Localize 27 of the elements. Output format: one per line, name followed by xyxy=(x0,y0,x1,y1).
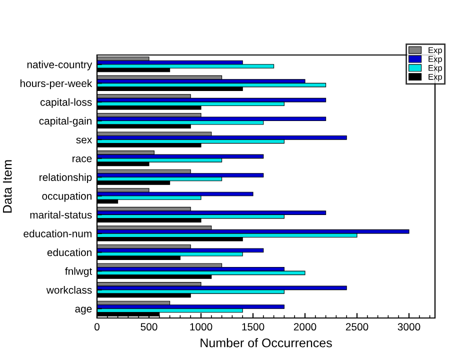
y-tick-label: education-num xyxy=(24,230,92,238)
x-tick-label: 3000 xyxy=(398,323,420,331)
y-tick-label: native-country xyxy=(27,60,92,70)
x-tick-label: 2000 xyxy=(294,323,316,331)
y-tick-label: hours-per-week xyxy=(20,79,92,90)
y-tick-label: occupation xyxy=(42,192,92,202)
x-tick-label: 1000 xyxy=(190,323,212,331)
y-tick-label: capital-loss xyxy=(40,98,92,108)
x-tick-label: 500 xyxy=(140,323,158,331)
x-tick-label: 1500 xyxy=(242,323,264,331)
legend-label: Exp xyxy=(428,56,442,64)
y-tick-label: education xyxy=(47,248,92,256)
y-tick-label: relationship xyxy=(40,173,92,184)
legend-label: Exp xyxy=(428,47,442,55)
y-tick-label: fnlwgt xyxy=(65,267,92,277)
legend-label: Exp xyxy=(428,65,442,73)
y-tick-label: race xyxy=(72,156,92,162)
y-tick-label: workclass xyxy=(46,286,92,294)
y-axis-title: Data Item xyxy=(3,160,12,213)
x-tick-label: 0 xyxy=(94,323,100,331)
legend-label: Exp xyxy=(428,74,442,82)
y-tick-label: age xyxy=(75,306,92,315)
x-axis-title: Number of Occurrences xyxy=(200,338,332,348)
y-tick-label: capital-gain xyxy=(39,116,92,127)
y-tick-label: marital-status xyxy=(30,210,92,219)
y-tick-label: sex xyxy=(76,138,92,144)
x-tick-label: 2500 xyxy=(346,323,368,331)
